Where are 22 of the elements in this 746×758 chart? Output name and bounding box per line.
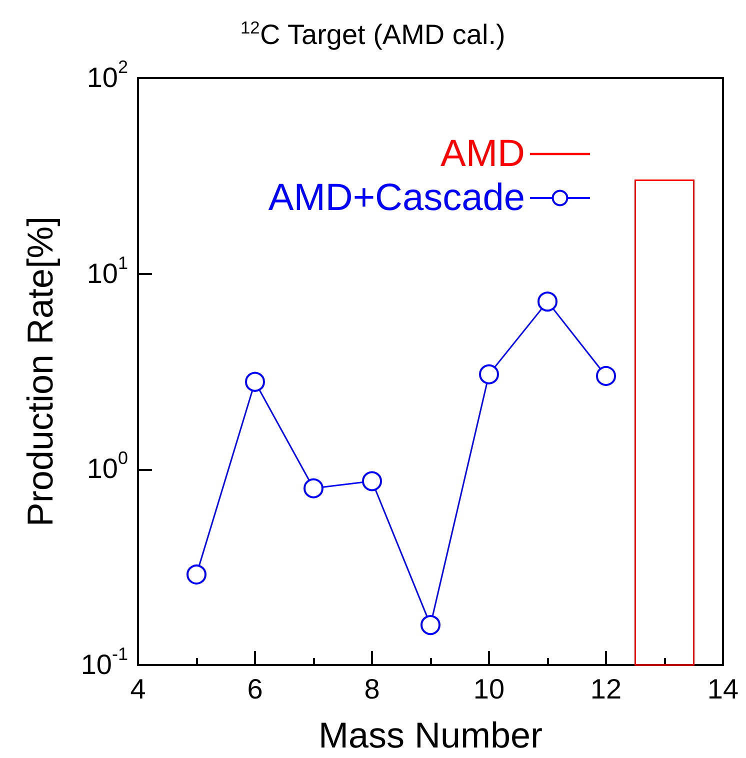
y-tick-label: 10$^{1}$ [86,252,128,289]
point [479,364,499,384]
x-tick-label: 14 [707,674,739,704]
point [245,372,265,392]
y-tick-label: 10$^{-1}$ [80,644,128,680]
point [538,292,558,312]
point [304,478,324,498]
point [596,366,616,386]
y-tick-label: 10$^{0}$ [86,448,128,484]
x-tick-label: 8 [364,674,380,704]
x-tick-label: 10 [473,674,505,704]
x-tick-label: 12 [590,674,622,704]
y-tick-label: 10$^{2}$ [86,57,128,93]
legend-label: AMD [440,133,525,175]
x-tick-label: 4 [130,674,146,704]
x-axis-title: Mass Number [318,714,543,756]
legend-label: AMD+Cascade [268,177,525,219]
point [420,615,440,636]
y-axis-title: Production Rate[%] [20,216,60,527]
x-tick-label: 6 [247,674,263,704]
point [186,564,206,585]
point [362,471,382,492]
